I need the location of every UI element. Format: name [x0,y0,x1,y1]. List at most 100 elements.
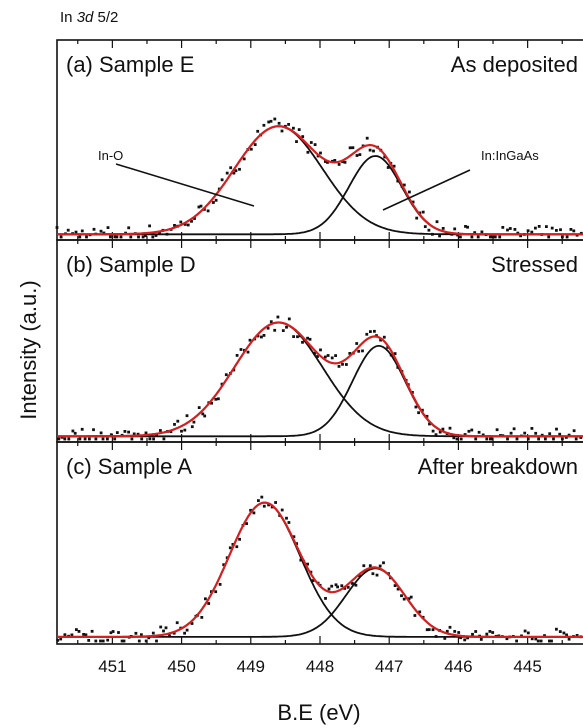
data-point [190,425,194,429]
data-point [477,430,481,434]
data-point [141,235,145,239]
data-point [260,335,263,339]
data-point [313,351,317,355]
data-point [249,147,253,151]
data-point [130,437,134,441]
data-point [287,521,291,524]
data-point [393,352,397,355]
data-point [301,135,305,138]
envelope-fit [57,501,583,638]
data-point [476,235,480,239]
data-point [493,235,497,239]
data-point [285,325,288,329]
peak-annotation: In:InGaAs [481,148,539,163]
data-point [427,628,431,631]
data-point [343,587,347,590]
y-axis-label: Intensity (a.u.) [16,280,41,419]
data-point [87,639,91,642]
data-point [355,154,359,157]
data-point [55,226,59,229]
data-point [162,629,165,633]
data-point [148,437,152,441]
data-point [459,636,462,640]
panels: (a) Sample E As deposited In-O In:InGaAs (b)… [55,39,583,645]
data-point [336,585,339,589]
data-point [280,508,284,512]
data-point [427,228,431,232]
panel-condition: After breakdown [418,454,578,479]
data-point [474,630,478,633]
data-point [555,229,558,232]
data-point [180,429,183,433]
data-point [56,638,60,642]
data-point [269,119,273,123]
data-point [567,637,571,641]
data-point [523,431,527,435]
data-point [565,235,569,239]
data-point [323,355,327,359]
data-point [526,631,530,635]
data-point [479,638,483,641]
data-point [545,225,548,228]
data-point [441,427,445,431]
data-point [190,219,193,223]
data-point [443,637,447,640]
data-point [558,432,562,436]
data-point [287,317,291,321]
data-point [214,590,218,594]
data-point [159,625,163,629]
data-point [453,630,457,633]
data-point [530,230,534,234]
data-point [173,224,176,227]
data-point [214,397,218,401]
data-point [516,231,520,235]
component-peak-in-o [57,321,583,438]
data-point [148,224,151,228]
data-point [134,631,138,635]
data-point [99,639,102,643]
data-point [214,198,218,202]
data-point [295,140,298,143]
data-point [431,628,435,632]
x-tick-label: 446 [444,657,472,676]
data-point [396,587,400,591]
data-point [473,231,477,234]
data-point [101,437,105,441]
data-point [94,437,98,441]
data-point [327,587,331,591]
data-point [431,429,435,433]
data-point [164,626,168,630]
data-point [515,437,519,441]
data-point [530,637,534,641]
data-point [362,564,366,568]
data-point [239,348,243,351]
data-point [561,235,564,239]
data-point [467,429,471,433]
data-point [423,225,427,228]
data-point [409,595,413,599]
data-point [269,320,273,324]
data-point [106,638,110,642]
data-point [544,437,547,441]
data-point [266,326,270,330]
data-point [185,414,189,418]
data-point [162,437,166,441]
data-point [111,630,115,633]
data-point [80,427,84,431]
data-point [343,160,347,164]
data-point [119,235,123,239]
data-point [280,129,284,133]
data-point [154,234,158,237]
data-point [99,431,103,435]
data-point [448,426,452,430]
data-point [183,223,187,226]
data-point [506,228,509,232]
data-point [341,160,344,164]
data-point [490,437,494,441]
panel-1: (a) Sample E As deposited In-O In:InGaAs [55,39,583,241]
data-point [550,226,554,230]
data-point [474,437,478,441]
data-point [70,633,74,637]
data-point [345,363,348,366]
